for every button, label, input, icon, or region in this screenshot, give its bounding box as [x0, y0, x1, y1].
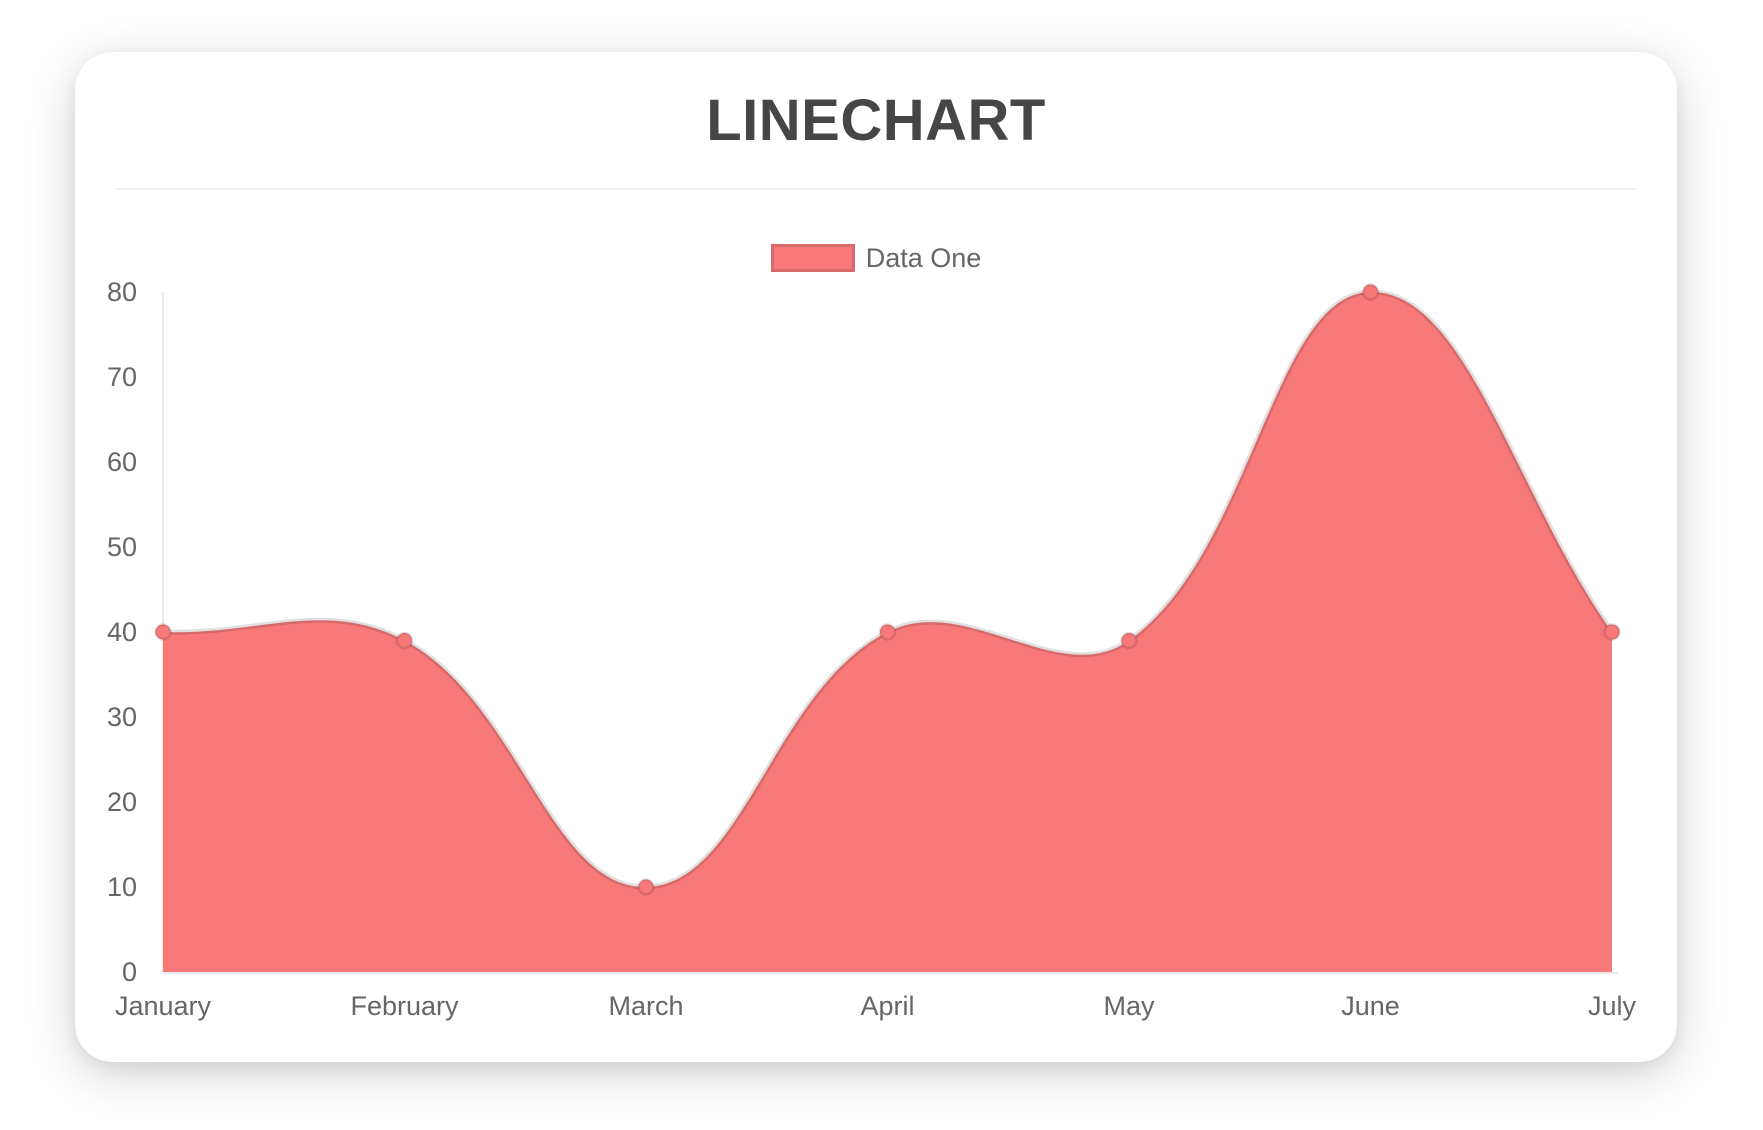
y-tick-label: 70 [107, 362, 137, 392]
y-tick-label: 60 [107, 447, 137, 477]
legend-label: Data One [865, 243, 982, 273]
data-point-february[interactable] [395, 631, 414, 650]
legend-item-data-one[interactable]: Data One [770, 243, 982, 273]
y-tick-label: 40 [107, 617, 137, 647]
x-tick-label: July [1588, 991, 1637, 1021]
chart-card: LINECHART Data One 0 10 20 30 40 50 60 70 80 Janu… [75, 52, 1677, 1062]
x-tick-label: March [608, 991, 683, 1021]
data-point-march[interactable] [637, 878, 655, 896]
data-point-may[interactable] [1120, 631, 1138, 650]
data-point-april[interactable] [878, 623, 897, 641]
y-tick-label: 20 [107, 787, 137, 817]
y-tick-label: 30 [107, 702, 137, 732]
y-tick-label: 10 [107, 872, 137, 902]
x-tick-label: April [860, 991, 914, 1021]
x-tick-label: January [115, 991, 212, 1021]
data-point-july[interactable] [1603, 623, 1621, 641]
y-tick-label: 50 [107, 532, 137, 562]
legend: Data One [75, 244, 1677, 272]
data-point-january[interactable] [154, 623, 172, 641]
y-tick-label: 80 [107, 277, 137, 307]
x-tick-label: February [350, 991, 459, 1021]
line-path [160, 289, 1615, 890]
x-tick-label: May [1103, 991, 1155, 1021]
legend-swatch [770, 244, 855, 272]
area-fill [163, 291, 1612, 972]
y-tick-label: 0 [122, 957, 137, 987]
line-chart-canvas[interactable]: 0 10 20 30 40 50 60 70 80 January February March Apr… [75, 52, 1677, 1062]
x-tick-label: June [1341, 991, 1400, 1021]
header-divider [116, 188, 1636, 190]
data-point-june[interactable] [1361, 283, 1380, 301]
chart-title: LINECHART [706, 88, 1046, 153]
